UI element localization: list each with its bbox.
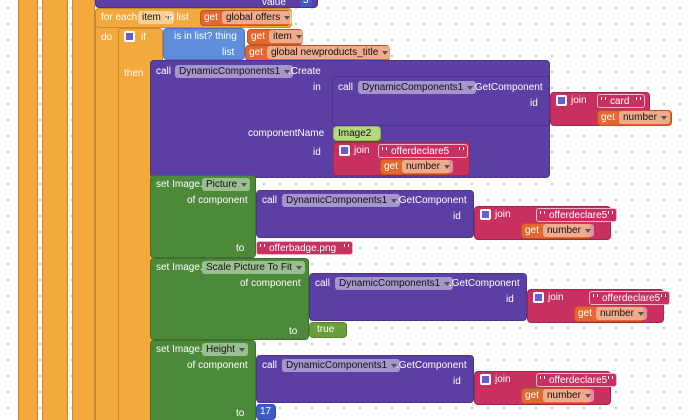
block-label: value <box>262 0 286 8</box>
variable-dropdown[interactable]: global offers <box>222 11 294 24</box>
block-label: get <box>251 31 265 42</box>
block-label: call <box>156 66 172 77</box>
component-name: Image2 <box>338 128 372 139</box>
block-label: join <box>495 209 511 220</box>
variable-dropdown[interactable]: item <box>269 30 305 43</box>
block-label: of component <box>240 278 301 289</box>
get-component-block[interactable] <box>256 190 474 238</box>
block-label: componentName <box>248 128 325 139</box>
block-label: is in list? thing <box>174 31 237 42</box>
block-label: join <box>548 292 564 303</box>
block-label: for each <box>101 12 138 23</box>
block-label: list <box>222 47 235 58</box>
mutator-icon[interactable] <box>480 209 491 220</box>
setter-block[interactable] <box>150 340 256 420</box>
variable-dropdown[interactable]: number <box>402 160 453 173</box>
value-text: 17 <box>260 406 272 417</box>
variable-dropdown[interactable]: number <box>543 224 594 237</box>
block-label: of component <box>187 195 248 206</box>
block-label: id <box>453 211 461 222</box>
text-string[interactable]: card <box>597 94 645 108</box>
component-dropdown[interactable]: DynamicComponents1 <box>358 81 477 94</box>
is-in-list-block[interactable] <box>163 28 245 60</box>
get-block[interactable] <box>597 110 672 126</box>
block-label: get <box>578 308 592 319</box>
variable-name[interactable]: item <box>138 11 174 24</box>
property-dropdown[interactable]: Scale Picture To Fit <box>202 261 305 274</box>
block-label: get <box>601 112 615 123</box>
block-label: join <box>354 145 370 156</box>
get-block[interactable] <box>247 29 303 45</box>
block-label: get <box>249 47 263 58</box>
text-string[interactable]: offerdeclare5 <box>589 291 671 305</box>
block-label: id <box>530 98 538 109</box>
block-label: .GetComponent <box>449 278 520 289</box>
mutator-icon[interactable] <box>533 292 544 303</box>
block-label: to <box>236 408 245 419</box>
block-label: in list <box>166 12 189 23</box>
block-label: id <box>453 376 461 387</box>
component-dropdown[interactable]: DynamicComponents1 <box>335 277 454 290</box>
block-label: set Image. <box>156 179 203 190</box>
block-label: join <box>571 95 587 106</box>
block-label: id <box>506 294 514 305</box>
value-block[interactable] <box>95 0 318 8</box>
outer-block-column[interactable] <box>18 0 38 420</box>
block-label: get <box>384 161 398 172</box>
outer-block-column[interactable] <box>42 0 68 420</box>
block-label: if <box>141 32 146 43</box>
component-dropdown[interactable]: DynamicComponents1 <box>282 359 401 372</box>
block-label: call <box>262 195 278 206</box>
get-component-block[interactable] <box>332 76 550 126</box>
variable-dropdown[interactable]: number <box>619 111 670 124</box>
block-label: call <box>315 278 331 289</box>
get-component-block[interactable] <box>256 355 474 403</box>
text-string[interactable]: offerdeclare5 <box>536 208 618 222</box>
logic-block[interactable] <box>309 322 347 338</box>
component-dropdown[interactable]: DynamicComponents1 <box>282 194 401 207</box>
variable-dropdown[interactable]: number <box>543 389 594 402</box>
block-label: to <box>289 326 298 337</box>
text-string[interactable]: offerdeclare5 <box>378 144 468 158</box>
block-label: set Image. <box>156 344 203 355</box>
property-dropdown[interactable]: Picture <box>202 178 251 191</box>
property-dropdown[interactable]: Height <box>202 343 248 356</box>
value-text: true <box>317 324 335 335</box>
block-label: get <box>525 390 539 401</box>
block-label: .Create <box>288 66 321 77</box>
variable-dropdown[interactable]: global newproducts_title <box>267 46 392 59</box>
number-block[interactable]: 3 <box>300 0 312 7</box>
outer-block-column[interactable] <box>72 0 95 420</box>
text-string[interactable]: offerbadge.png <box>256 241 353 255</box>
block-label: of component <box>187 360 248 371</box>
block-label: to <box>236 243 245 254</box>
setter-block[interactable] <box>150 258 309 340</box>
block-label: join <box>495 374 511 385</box>
mutator-icon[interactable] <box>480 374 491 385</box>
mutator-icon[interactable] <box>124 31 135 42</box>
block-label: .GetComponent <box>396 360 467 371</box>
block-label: .GetComponent <box>472 82 543 93</box>
component-dropdown[interactable]: DynamicComponents1 <box>175 65 294 78</box>
block-label: get <box>525 225 539 236</box>
get-component-block[interactable] <box>309 273 527 321</box>
block-label: do <box>101 32 113 43</box>
block-label: set Image. <box>156 262 203 273</box>
block-label: call <box>262 360 278 371</box>
block-label: id <box>313 147 321 158</box>
block-label: .GetComponent <box>396 195 467 206</box>
component-block[interactable] <box>333 126 381 141</box>
setter-block[interactable] <box>150 175 256 258</box>
variable-dropdown[interactable]: number <box>596 307 647 320</box>
mutator-icon[interactable] <box>339 145 350 156</box>
block-label: get <box>204 12 218 23</box>
block-label: then <box>124 68 144 79</box>
text-string[interactable]: offerdeclare5 <box>536 373 618 387</box>
block-label: in <box>313 82 321 93</box>
mutator-icon[interactable] <box>556 95 567 106</box>
block-label: call <box>338 82 354 93</box>
